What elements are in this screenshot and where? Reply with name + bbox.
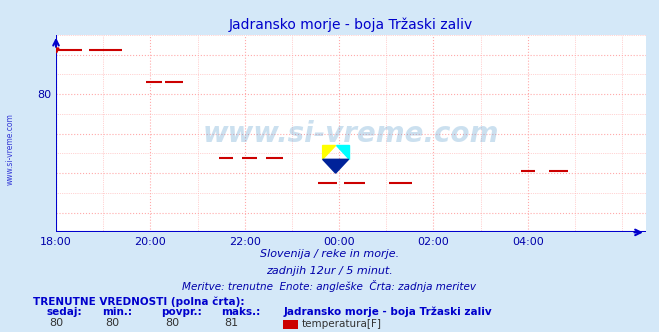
- Text: zadnjih 12ur / 5 minut.: zadnjih 12ur / 5 minut.: [266, 266, 393, 276]
- Polygon shape: [323, 145, 335, 159]
- Text: Meritve: trenutne  Enote: angleške  Črta: zadnja meritev: Meritve: trenutne Enote: angleške Črta: …: [183, 281, 476, 292]
- Text: 80: 80: [49, 318, 63, 328]
- Text: www.si-vreme.com: www.si-vreme.com: [203, 120, 499, 148]
- Polygon shape: [335, 145, 349, 159]
- Title: Jadransko morje - boja Tržaski zaliv: Jadransko morje - boja Tržaski zaliv: [229, 18, 473, 32]
- Text: min.:: min.:: [102, 307, 132, 317]
- Text: 81: 81: [224, 318, 238, 328]
- Text: Jadransko morje - boja Tržaski zaliv: Jadransko morje - boja Tržaski zaliv: [283, 306, 492, 317]
- Polygon shape: [323, 159, 349, 173]
- Text: TRENUTNE VREDNOSTI (polna črta):: TRENUTNE VREDNOSTI (polna črta):: [33, 296, 244, 307]
- Text: sedaj:: sedaj:: [46, 307, 82, 317]
- Text: maks.:: maks.:: [221, 307, 260, 317]
- Text: povpr.:: povpr.:: [161, 307, 202, 317]
- Text: temperatura[F]: temperatura[F]: [302, 319, 382, 329]
- Text: Slovenija / reke in morje.: Slovenija / reke in morje.: [260, 249, 399, 259]
- Text: 80: 80: [165, 318, 179, 328]
- Text: www.si-vreme.com: www.si-vreme.com: [5, 114, 14, 185]
- Text: 80: 80: [105, 318, 119, 328]
